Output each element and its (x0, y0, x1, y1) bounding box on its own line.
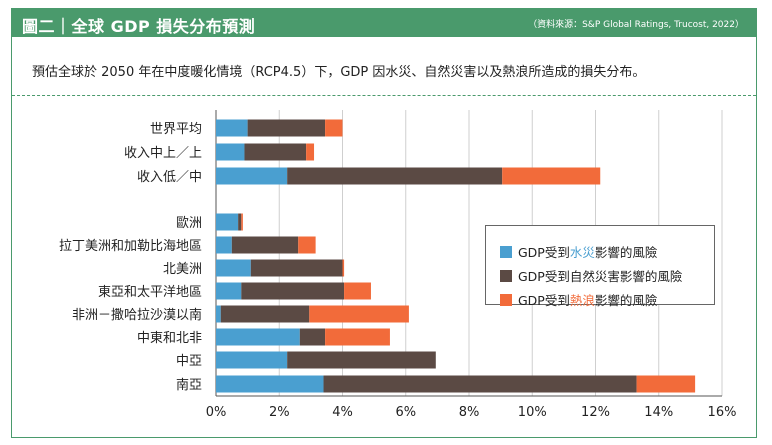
x-tick-label: 8% (459, 405, 480, 420)
bar-segment-heatwave (241, 213, 243, 231)
x-tick-label: 16% (708, 405, 737, 420)
bar-segment-flood (216, 282, 242, 300)
x-tick-label: 6% (395, 405, 416, 420)
x-tick-label: 2% (269, 405, 290, 420)
dashed-divider (12, 95, 756, 96)
category-label: 拉丁美洲和加勒比海地區 (59, 239, 202, 254)
category-label: 北美洲 (163, 262, 202, 277)
x-tick-label: 4% (332, 405, 353, 420)
legend-item-natural-disaster: GDP受到自然災害影響的風險 (500, 266, 682, 284)
category-label: 世界平均 (150, 122, 202, 137)
bar-segment-natural-disaster (247, 119, 326, 137)
bar-segment-flood (216, 328, 300, 346)
legend-flood-prefix: GDP受到 (518, 245, 570, 260)
bar-segment-natural-disaster (323, 375, 637, 393)
bar-segment-heatwave (325, 119, 343, 137)
category-label: 中東和北非 (137, 330, 202, 346)
legend-heatwave-prefix: GDP受到 (518, 293, 570, 308)
figure-title: 圖二｜全球 GDP 損失分布預測 (22, 17, 256, 36)
source-note: （資料來源：S&P Global Ratings, Trucost, 2022） (528, 20, 744, 30)
bar-segment-heatwave (636, 375, 696, 393)
category-label: 東亞和太平洋地區 (98, 284, 202, 300)
bar-segment-heatwave (306, 143, 315, 161)
legend-heatwave-highlight: 熱浪 (569, 293, 595, 308)
figure-header: 圖二｜全球 GDP 損失分布預測 （資料來源：S&P Global Rating… (12, 9, 756, 37)
bar-segment-flood (216, 119, 248, 137)
x-tick-label: 0% (206, 405, 227, 420)
bar-segment-heatwave (344, 282, 371, 300)
legend-natural-disaster-label: GDP受到自然災害影響的風險 (518, 269, 683, 284)
bar-segment-flood (216, 213, 239, 231)
category-label: 非洲－撒哈拉沙漠以南 (72, 307, 202, 323)
bar-segment-natural-disaster (250, 259, 343, 277)
legend-swatch-flood (500, 246, 512, 258)
bar-segment-flood (216, 167, 288, 185)
category-label: 收入中上／上 (124, 146, 202, 161)
legend-item-flood: GDP受到水災影響的風險 (500, 242, 657, 260)
bar-segment-heatwave (342, 259, 345, 277)
category-label: 中亞 (176, 354, 202, 369)
legend-item-heatwave: GDP受到熱浪影響的風險 (500, 290, 657, 308)
category-label: 收入低／中 (137, 170, 202, 185)
bar-segment-natural-disaster (238, 213, 242, 231)
bar-segment-flood (216, 375, 324, 393)
x-tick-label: 10% (518, 405, 547, 420)
figure-subtitle: 預估全球於 2050 年在中度暖化情境（RCP4.5）下，GDP 因水災、自然災… (32, 65, 646, 80)
bar-segment-flood (216, 305, 221, 323)
bar-segment-flood (216, 143, 245, 161)
category-label: 歐洲 (176, 216, 202, 231)
legend-flood-suffix: 影響的風險 (594, 245, 658, 260)
bar-segment-natural-disaster (244, 143, 307, 161)
bar-segment-flood (216, 351, 288, 369)
x-tick-label: 14% (644, 405, 673, 420)
legend-heatwave-suffix: 影響的風險 (594, 293, 658, 308)
legend-swatch-natural-disaster (500, 270, 512, 282)
bar-segment-natural-disaster (231, 236, 299, 254)
bar-segment-heatwave (298, 236, 316, 254)
bar-segment-natural-disaster (287, 167, 503, 185)
bar-segment-natural-disaster (299, 328, 326, 346)
bar-segment-flood (216, 236, 232, 254)
bar-segment-natural-disaster (287, 351, 436, 369)
bar-segment-flood (216, 259, 251, 277)
bar-segment-natural-disaster (220, 305, 310, 323)
bar-segment-heatwave (325, 328, 390, 346)
legend-swatch-heatwave (500, 294, 512, 306)
x-tick-label: 12% (581, 405, 610, 420)
bar-segment-natural-disaster (241, 282, 345, 300)
legend-flood-highlight: 水災 (569, 245, 595, 260)
bar-segment-heatwave (309, 305, 409, 323)
bar-segment-heatwave (502, 167, 601, 185)
category-label: 南亞 (176, 377, 202, 393)
chart-legend: GDP受到水災影響的風險 GDP受到自然災害影響的風險 GDP受到熱浪影響的風險 (485, 225, 715, 308)
